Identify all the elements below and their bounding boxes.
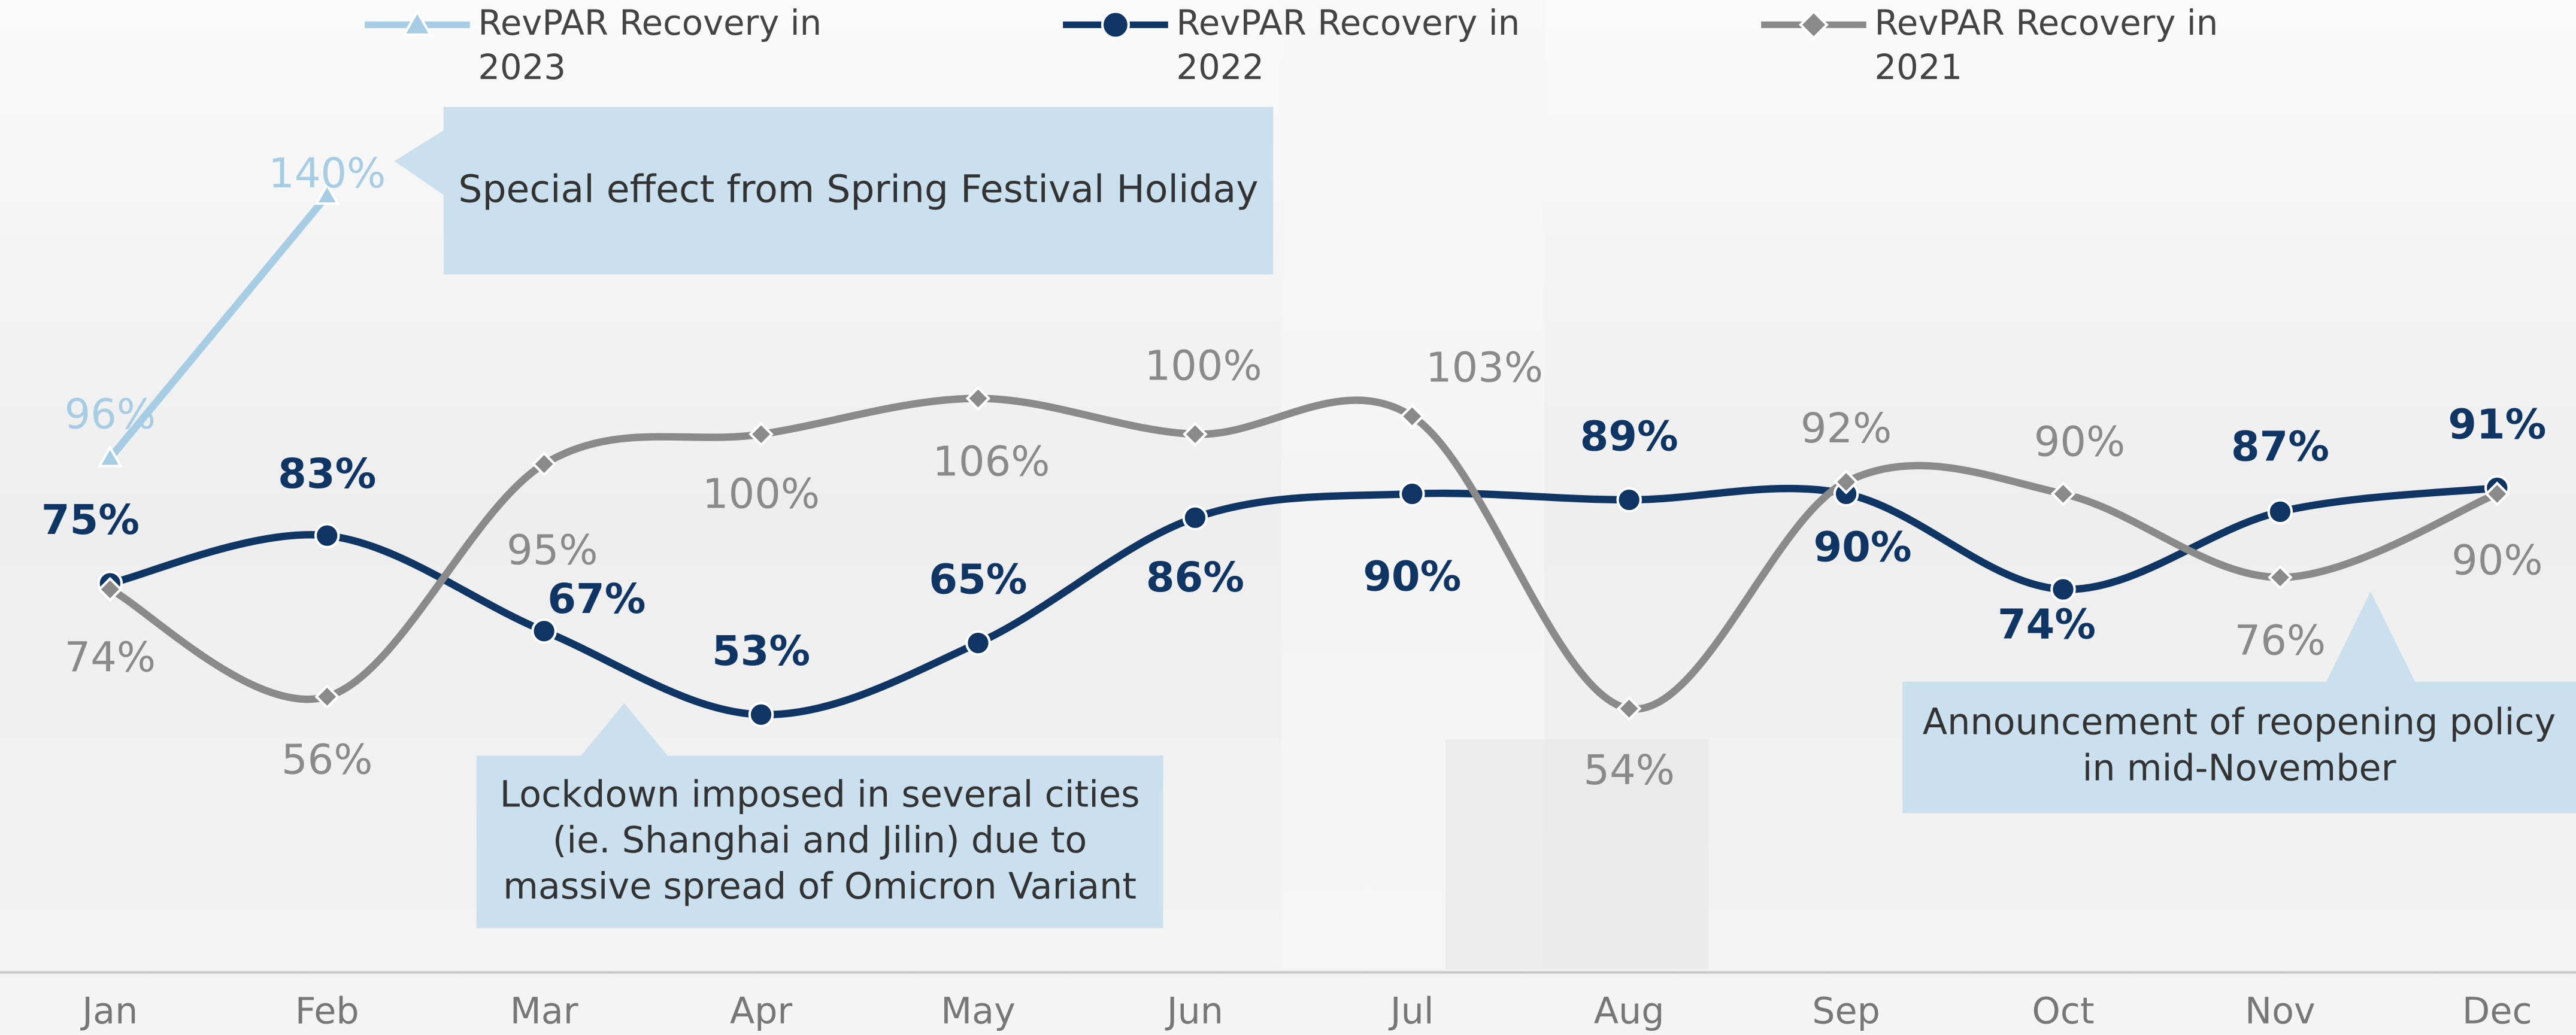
- annotation-frame: Lockdown imposed in several cities (ie. …: [499, 774, 1140, 908]
- data-label: 83%: [278, 450, 376, 498]
- x-tick-label: Apr: [730, 991, 793, 1033]
- data-label: 86%: [1146, 554, 1244, 602]
- legend-marker: [402, 9, 433, 36]
- annotation-1: Special effect from Spring Festival Holi…: [394, 107, 1274, 275]
- data-point: [1616, 696, 1642, 721]
- x-tick-label: Oct: [2032, 991, 2094, 1033]
- legend-label: RevPAR Recovery in 2022: [1176, 3, 1520, 87]
- data-point: [1399, 403, 1425, 429]
- data-point: [1616, 487, 1642, 513]
- annotation-2: Lockdown imposed in several cities (ie. …: [476, 703, 1163, 928]
- legend-frame: RevPAR Recovery in 2021: [1874, 3, 2219, 87]
- annotation-3: Announcement of reopening policy in mid-…: [1902, 591, 2576, 814]
- data-label: 56%: [281, 736, 372, 784]
- annotation-box: [1902, 681, 2576, 814]
- data-label: 87%: [2231, 423, 2329, 471]
- x-tick-label: Jan: [80, 991, 138, 1033]
- series-line: [107, 193, 330, 461]
- data-label: 76%: [2235, 617, 2326, 664]
- data-label: 140%: [268, 150, 386, 198]
- data-point: [97, 445, 123, 468]
- annotation-text: Announcement of reopening policy in mid-…: [1922, 703, 2556, 790]
- data-label: 67%: [547, 575, 645, 623]
- data-label: 90%: [2451, 536, 2542, 584]
- data-label: 89%: [1580, 412, 1678, 460]
- data-label: 103%: [1426, 344, 1543, 392]
- data-point: [748, 421, 774, 447]
- legend-frame: RevPAR Recovery in 2022: [1176, 3, 1520, 87]
- series-line: [109, 484, 2498, 718]
- x-tick-label: Nov: [2245, 991, 2316, 1033]
- x-tick-label: Sep: [1812, 991, 1880, 1033]
- data-point: [531, 451, 557, 476]
- data-point: [965, 386, 991, 411]
- annotation-box: [443, 107, 1274, 275]
- data-point: [314, 182, 340, 205]
- data-label: 90%: [2034, 418, 2125, 466]
- data-label: 74%: [65, 633, 156, 681]
- data-label: 54%: [1583, 746, 1674, 794]
- data-label: 91%: [2448, 401, 2546, 449]
- annotation-text: Lockdown imposed in several cities (ie. …: [499, 774, 1140, 908]
- x-tick-label: Dec: [2462, 991, 2532, 1033]
- legend-marker: [1799, 10, 1829, 40]
- data-point: [314, 684, 340, 709]
- annotation-pointer: [394, 128, 447, 198]
- legend-marker: [1101, 10, 1130, 40]
- data-point: [2050, 576, 2076, 602]
- data-label: 95%: [507, 526, 598, 574]
- legend-frame: RevPAR Recovery in 2023: [478, 3, 822, 87]
- x-tick-label: Mar: [510, 991, 578, 1033]
- data-label: 100%: [702, 471, 820, 518]
- x-tick-label: Aug: [1594, 991, 1665, 1033]
- annotation-pointer: [578, 703, 671, 759]
- data-label: 74%: [1998, 601, 2096, 649]
- x-tick-label: Jun: [1165, 991, 1223, 1033]
- data-point: [2484, 481, 2510, 506]
- x-tick-label: Jul: [1388, 991, 1434, 1033]
- data-point: [98, 576, 123, 602]
- data-label: 106%: [932, 438, 1050, 485]
- annotation-frame: Announcement of reopening policy in mid-…: [1922, 703, 2556, 790]
- data-point: [1833, 469, 1859, 494]
- data-point: [1399, 481, 1425, 507]
- data-point: [2268, 564, 2293, 590]
- x-tick-label: May: [941, 991, 1016, 1033]
- annotation-box: [476, 755, 1163, 928]
- annotation-pointer: [2325, 591, 2417, 685]
- annotation-frame: Special effect from Spring Festival Holi…: [458, 169, 1259, 213]
- legend-label: RevPAR Recovery in 2023: [478, 3, 822, 87]
- data-label: 92%: [1801, 405, 1892, 453]
- background-chair: [1445, 739, 1709, 969]
- legend-label: RevPAR Recovery in 2021: [1874, 3, 2219, 87]
- data-label: 53%: [712, 627, 810, 675]
- data-label: 90%: [1363, 553, 1461, 601]
- data-point: [2267, 499, 2293, 525]
- data-point: [531, 618, 557, 644]
- data-point: [748, 702, 774, 727]
- data-point: [1183, 421, 1208, 447]
- data-label: 90%: [1813, 523, 1911, 571]
- data-point: [314, 523, 340, 549]
- data-point: [2050, 481, 2076, 506]
- annotation-text: Special effect from Spring Festival Holi…: [458, 169, 1259, 213]
- data-label: 100%: [1145, 342, 1262, 390]
- data-label: 65%: [929, 556, 1027, 604]
- data-label: 75%: [41, 496, 140, 544]
- x-tick-label: Feb: [295, 991, 359, 1033]
- data-point: [1182, 505, 1208, 531]
- data-point: [965, 630, 991, 656]
- series-line: [108, 394, 2499, 713]
- data-label: 96%: [65, 391, 156, 439]
